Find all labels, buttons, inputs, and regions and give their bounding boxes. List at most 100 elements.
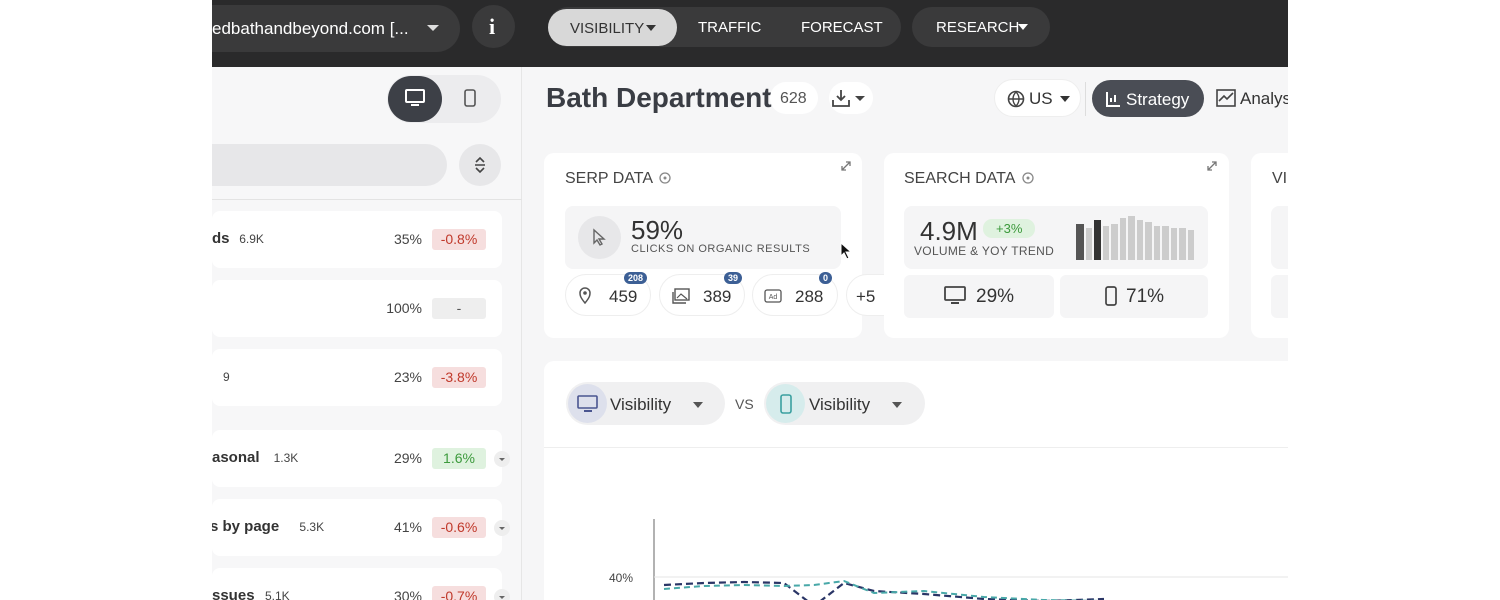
desktop-badge [568, 384, 607, 423]
app: edbathandbeyond.com [... i VISIBILITY TR… [212, 0, 1288, 600]
row-count: 5.1K [265, 589, 290, 600]
site-selector[interactable]: edbathandbeyond.com [... [212, 5, 460, 52]
count-pill: 628 [770, 82, 818, 114]
feature-pill[interactable]: 389 39 [659, 272, 745, 316]
tab-label: RESEARCH [936, 19, 1020, 36]
desktop-value: 29% [976, 286, 1015, 307]
dropdown-arrow [646, 25, 656, 31]
card-title: SEARCH DATA [904, 170, 1016, 187]
row-expand[interactable] [494, 520, 510, 536]
strategy-icon [1106, 92, 1120, 107]
divider [544, 447, 1288, 448]
row-count: 9 [223, 370, 230, 384]
country-selector[interactable]: US [994, 79, 1081, 117]
tab-label[interactable]: TRAFFIC [698, 19, 762, 36]
export-button[interactable] [829, 82, 873, 114]
strategy-button[interactable]: Strategy [1092, 80, 1204, 117]
feature-pill[interactable]: 459 208 [565, 272, 651, 316]
device-toggle [387, 75, 501, 123]
dropdown-arrow [427, 25, 439, 31]
mouse-cursor [840, 242, 852, 260]
view-label[interactable]: Analys [1240, 89, 1288, 108]
row-share: 30% [393, 588, 422, 600]
row-count: 6.9K [239, 232, 264, 246]
row-label: ds [212, 230, 230, 247]
comparison-card: Visibility VS Visibility 40% [544, 361, 1288, 600]
segment-row[interactable]: 9 23% -3.8% [212, 349, 502, 406]
view-label: Strategy [1126, 90, 1190, 109]
expand-icon[interactable] [840, 160, 852, 172]
sidebar: ds 6.9K 35% -0.8% 100% - 9 23% -3.8% asonal 1.3K 29… [212, 67, 522, 600]
mobile-share: 71% [1060, 275, 1208, 318]
separator [1085, 82, 1086, 116]
volume-label: VOLUME & YOY TREND [914, 244, 1055, 258]
sort-icon [475, 156, 485, 174]
site-name: edbathandbeyond.com [... [212, 19, 409, 38]
card-title: SERP DATA [565, 170, 654, 187]
dropdown-arrow [1018, 24, 1028, 30]
row-share: 41% [393, 519, 422, 535]
clicks-panel: 59% CLICKS ON ORGANIC RESULTS [565, 206, 841, 269]
info-icon [659, 172, 671, 184]
mobile-badge [766, 384, 805, 423]
segment-row[interactable]: s by page 5.3K 41% -0.6% [212, 499, 510, 556]
row-change: -0.7% [432, 586, 486, 600]
trend-sparkline [1076, 216, 1194, 260]
ad-icon: Ad [764, 289, 782, 303]
desktop-icon [944, 286, 966, 304]
country: US [1029, 89, 1053, 108]
segment-row[interactable]: ssues 5.1K 30% -0.7% [212, 568, 510, 600]
row-share: 23% [393, 369, 422, 385]
info-button[interactable]: i [472, 5, 515, 48]
divider [212, 199, 522, 200]
page-title: Bath Department [546, 82, 772, 113]
segment-row[interactable]: 100% - [212, 280, 502, 337]
row-count: 5.3K [299, 520, 325, 534]
metric-selector[interactable]: Visibility [566, 382, 725, 425]
panel [1271, 206, 1288, 269]
feature-badge: 208 [624, 272, 648, 284]
segment-row[interactable]: asonal 1.3K 29% 1.6% [212, 430, 510, 487]
expand-arrow [499, 527, 505, 530]
row-count: 1.3K [273, 451, 299, 465]
sort-button[interactable] [459, 144, 501, 186]
expand-arrow [499, 596, 505, 599]
row-label: asonal [212, 449, 260, 466]
clicks-value: 59% [631, 215, 684, 245]
tab-label: VISIBILITY [570, 20, 645, 37]
desktop-share: 29% [904, 275, 1054, 318]
search-card: SEARCH DATA 4.9M +3% VOLUME & YOY TREND … [884, 153, 1229, 338]
row-change: -0.8% [432, 229, 486, 250]
row-expand[interactable] [494, 589, 510, 600]
location-icon [579, 287, 591, 305]
metric-selector[interactable]: Visibility [764, 382, 925, 425]
search-input[interactable] [212, 144, 447, 186]
metric-label: Visibility [809, 395, 871, 414]
tab-research[interactable]: RESEARCH [912, 7, 1050, 47]
desktop-toggle[interactable] [388, 76, 442, 122]
tab-label[interactable]: FORECAST [801, 19, 883, 36]
row-change: -0.6% [432, 517, 486, 538]
mobile-toggle[interactable] [464, 89, 476, 107]
card-title: VI [1272, 170, 1288, 187]
info-icon: i [489, 14, 496, 39]
export-icon [832, 90, 865, 107]
segment-row[interactable]: ds 6.9K 35% -0.8% [212, 211, 502, 268]
row-change: 1.6% [432, 448, 486, 469]
more-count: +5 [856, 287, 876, 306]
line-plot [653, 519, 1288, 600]
row-label: ssues [212, 587, 255, 600]
vs-label: VS [735, 396, 754, 412]
row-change: - [432, 298, 486, 319]
volume-panel: 4.9M +3% VOLUME & YOY TREND [904, 206, 1208, 269]
feature-badge: 0 [819, 272, 833, 284]
metric-label: Visibility [610, 395, 672, 414]
expand-arrow [499, 458, 505, 461]
expand-icon[interactable] [1206, 160, 1218, 172]
svg-text:Ad: Ad [769, 294, 778, 301]
third-card: VI [1251, 153, 1288, 338]
tab-active[interactable]: VISIBILITY [548, 9, 677, 46]
row-expand[interactable] [494, 451, 510, 467]
feature-pill[interactable]: Ad 288 0 [752, 272, 838, 316]
mobile-icon [1105, 286, 1117, 306]
